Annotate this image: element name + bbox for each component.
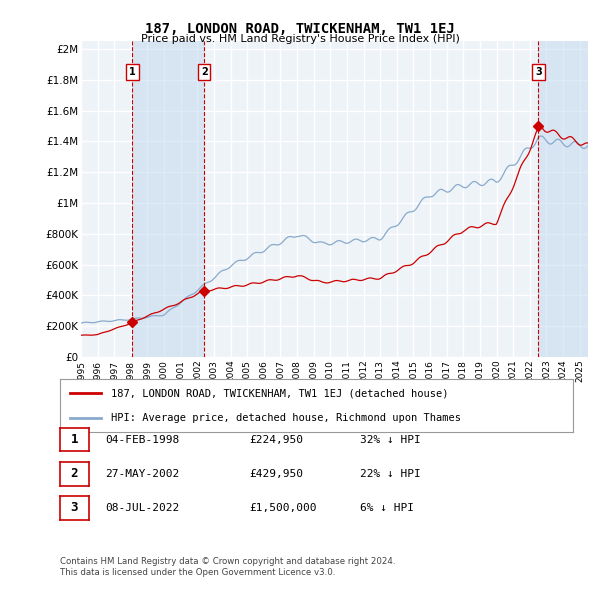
Text: This data is licensed under the Open Government Licence v3.0.: This data is licensed under the Open Gov…	[60, 568, 335, 577]
Text: Price paid vs. HM Land Registry's House Price Index (HPI): Price paid vs. HM Land Registry's House …	[140, 34, 460, 44]
Text: 3: 3	[535, 67, 542, 77]
Text: 187, LONDON ROAD, TWICKENHAM, TW1 1EJ: 187, LONDON ROAD, TWICKENHAM, TW1 1EJ	[145, 22, 455, 37]
Text: 04-FEB-1998: 04-FEB-1998	[105, 435, 179, 444]
Bar	[133, 41, 204, 357]
Text: 32% ↓ HPI: 32% ↓ HPI	[360, 435, 421, 444]
Text: HPI: Average price, detached house, Richmond upon Thames: HPI: Average price, detached house, Rich…	[112, 412, 461, 422]
Text: 2: 2	[201, 67, 208, 77]
Text: 2: 2	[71, 467, 78, 480]
Text: £429,950: £429,950	[249, 469, 303, 478]
Text: 27-MAY-2002: 27-MAY-2002	[105, 469, 179, 478]
Text: 22% ↓ HPI: 22% ↓ HPI	[360, 469, 421, 478]
Text: 187, LONDON ROAD, TWICKENHAM, TW1 1EJ (detached house): 187, LONDON ROAD, TWICKENHAM, TW1 1EJ (d…	[112, 388, 449, 398]
Text: Contains HM Land Registry data © Crown copyright and database right 2024.: Contains HM Land Registry data © Crown c…	[60, 558, 395, 566]
Text: 08-JUL-2022: 08-JUL-2022	[105, 503, 179, 513]
Text: £1,500,000: £1,500,000	[249, 503, 317, 513]
Bar	[538, 41, 588, 357]
Text: 3: 3	[71, 502, 78, 514]
Text: £224,950: £224,950	[249, 435, 303, 444]
Text: 6% ↓ HPI: 6% ↓ HPI	[360, 503, 414, 513]
Text: 1: 1	[71, 433, 78, 446]
Text: 1: 1	[129, 67, 136, 77]
